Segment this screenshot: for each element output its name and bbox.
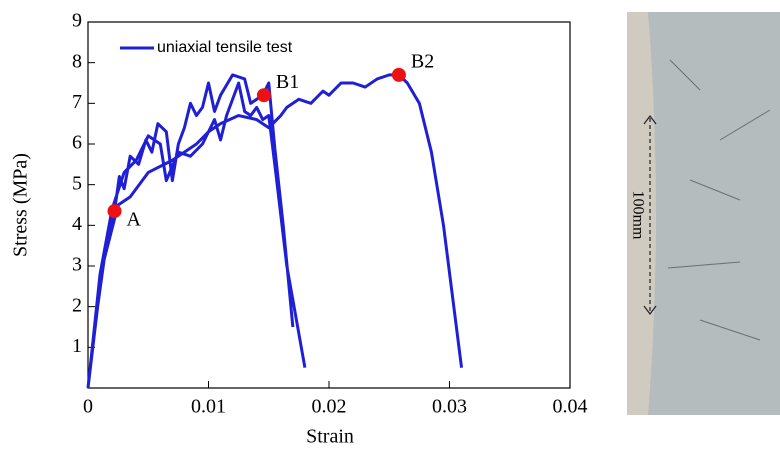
legend-label: uniaxial tensile test — [157, 39, 293, 56]
y-tick-label: 1 — [72, 335, 82, 357]
x-tick-label: 0.01 — [191, 396, 226, 418]
y-tick-label: 5 — [72, 172, 82, 194]
y-tick-label: 2 — [72, 294, 82, 316]
y-tick-label: 8 — [72, 50, 82, 72]
point-marker — [256, 88, 271, 103]
y-axis-label: Stress (MPa) — [10, 153, 32, 257]
dimension-arrows — [643, 115, 657, 315]
point-label: B1 — [276, 71, 299, 93]
point-label: A — [127, 209, 142, 231]
x-tick-label: 0.04 — [553, 396, 588, 418]
plot-frame — [87, 21, 571, 389]
x-tick-label: 0 — [83, 396, 93, 418]
x-tick-label: 0.03 — [432, 396, 467, 418]
x-axis-label: Strain — [306, 426, 354, 448]
point-marker — [391, 67, 406, 82]
data-line — [86, 73, 464, 389]
photo: 100mm — [627, 12, 780, 415]
specimen — [648, 12, 780, 415]
point-marker — [107, 204, 122, 219]
y-tick-label: 9 — [72, 10, 82, 32]
y-tick-label: 3 — [72, 254, 82, 276]
x-tick-label: 0.02 — [312, 396, 347, 418]
y-tick-label: 7 — [72, 91, 82, 113]
y-tick-label: 4 — [72, 213, 82, 235]
photo-label: 100mm — [629, 191, 646, 240]
cracks — [667, 59, 771, 341]
point-label: B2 — [411, 50, 434, 72]
y-tick-label: 6 — [72, 132, 82, 154]
